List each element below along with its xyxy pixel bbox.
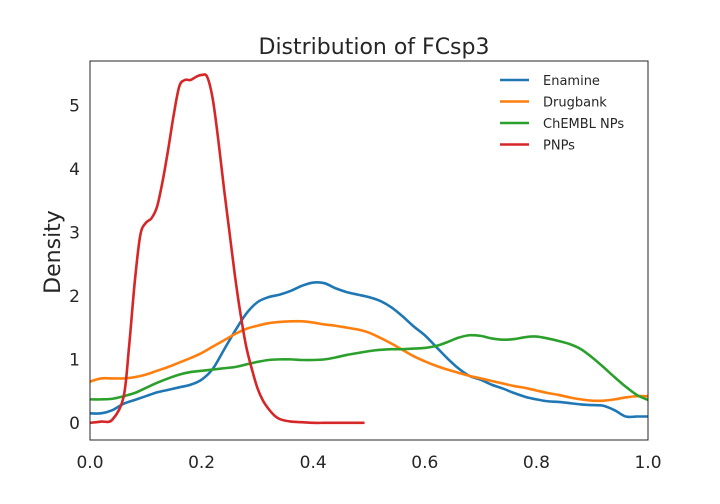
y-axis-label: Density (41, 210, 66, 294)
series-line-enamine (90, 281, 648, 419)
y-tick-label: 3 (69, 223, 80, 243)
y-tick-label: 2 (69, 287, 80, 307)
y-tick-label: 0 (69, 414, 80, 434)
legend-label-enamine: Enamine (543, 74, 600, 89)
legend-label-drugbank: Drugbank (543, 96, 607, 111)
x-tick-label: 0.6 (411, 453, 438, 473)
tick-layer: 0.0 0.2 0.4 0.6 0.8 1.0 0 1 2 3 4 5 (69, 96, 661, 473)
x-tick-label: 1.0 (634, 453, 661, 473)
legend-label-chembl-nps: ChEMBL NPs (543, 117, 624, 132)
legend-label-pnps: PNPs (543, 139, 575, 154)
x-tick-label: 0.2 (188, 453, 215, 473)
series-layer (90, 73, 648, 425)
x-tick-label: 0.8 (523, 453, 550, 473)
series-line-chembl-nps (90, 333, 648, 402)
series-line-pnps (90, 73, 365, 425)
series-line-drugbank (90, 319, 648, 403)
y-tick-label: 4 (69, 160, 80, 180)
chart-title: Distribution of FCsp3 (259, 35, 490, 60)
legend: Enamine Drugbank ChEMBL NPs PNPs (500, 74, 624, 154)
y-tick-label: 1 (69, 350, 80, 370)
x-tick-label: 0.0 (76, 453, 103, 473)
x-tick-label: 0.4 (300, 453, 327, 473)
plot-frame (89, 60, 649, 441)
y-tick-label: 5 (69, 96, 80, 116)
